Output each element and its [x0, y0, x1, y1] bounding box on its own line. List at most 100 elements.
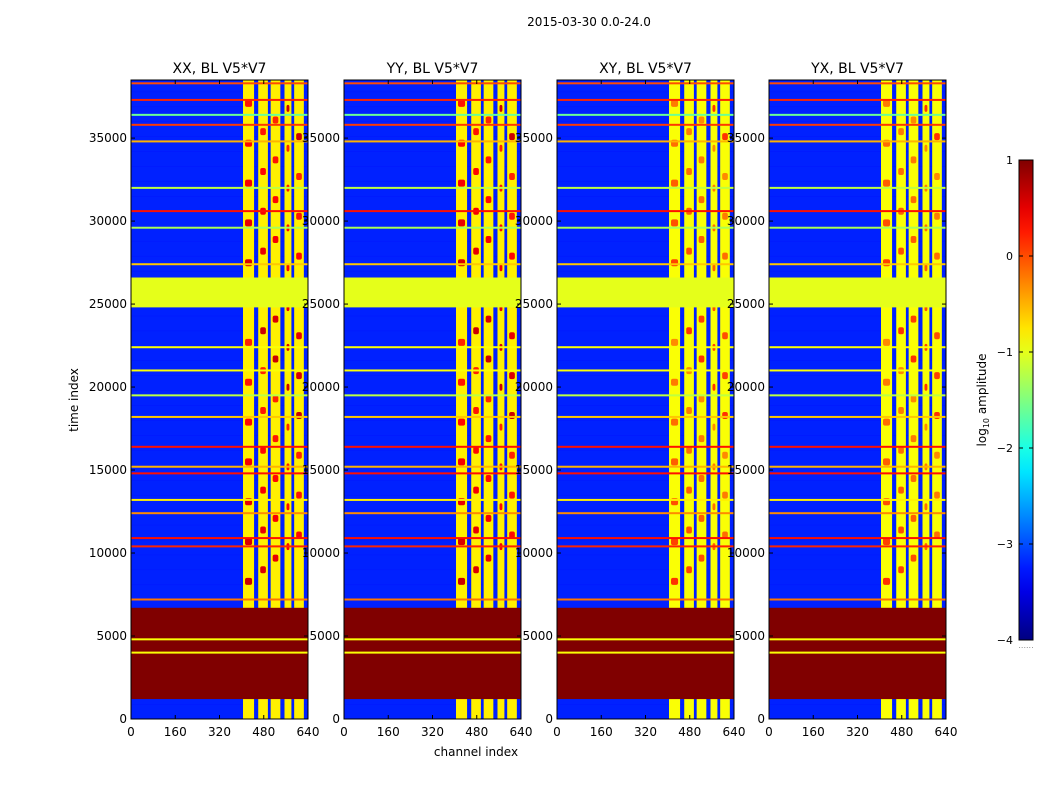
- rfi-line: [131, 598, 308, 601]
- rfi-spot: [698, 514, 705, 522]
- y-tick-label: 15000: [302, 463, 340, 477]
- noise-band: [131, 420, 308, 436]
- y-tick-label: 0: [545, 712, 553, 726]
- rfi-spot: [883, 577, 891, 585]
- noise-band: [131, 450, 308, 466]
- rfi-spot: [910, 395, 917, 403]
- rfi-spot: [698, 554, 705, 562]
- y-tick-label: 5000: [734, 629, 765, 643]
- rfi-spot: [898, 486, 904, 494]
- rfi-spot: [671, 179, 679, 187]
- rfi-line: [557, 210, 734, 213]
- rfi-line: [131, 98, 308, 101]
- rfi-line: [769, 113, 946, 116]
- rfi-spot: [686, 406, 692, 414]
- rfi-spot: [910, 196, 917, 204]
- rfi-line: [769, 369, 946, 372]
- rfi-spot: [485, 435, 492, 443]
- rfi-spot: [272, 435, 279, 443]
- rfi-spot: [671, 418, 679, 426]
- rfi-line: [769, 346, 946, 349]
- noise-band: [344, 390, 521, 406]
- rfi-spot: [272, 355, 279, 363]
- rfi-spot: [910, 236, 917, 244]
- y-tick-label: 0: [119, 712, 127, 726]
- noise-band: [769, 151, 946, 167]
- noise-band: [557, 450, 734, 466]
- noise-band: [131, 494, 308, 511]
- rfi-spot: [934, 531, 940, 539]
- rfi-spot: [722, 252, 728, 260]
- x-tick-label: 0: [765, 725, 773, 739]
- y-tick-label: 25000: [515, 297, 553, 311]
- noise-band: [131, 211, 308, 227]
- rfi-line: [344, 638, 521, 641]
- rfi-line: [131, 226, 308, 229]
- rfi-line: [131, 346, 308, 349]
- rfi-line: [344, 140, 521, 143]
- y-tick-label: 30000: [727, 214, 765, 228]
- rfi-line: [131, 638, 308, 641]
- rfi-spot: [712, 423, 716, 431]
- noise-band: [769, 435, 946, 451]
- x-tick-label: 320: [634, 725, 657, 739]
- noise-band: [131, 554, 308, 571]
- colorbar-label: log10 amplitude: [975, 354, 991, 447]
- rfi-spot: [509, 133, 515, 141]
- x-tick-label: 480: [465, 725, 488, 739]
- rfi-line: [769, 545, 946, 548]
- y-tick-label: 10000: [727, 546, 765, 560]
- noise-band: [557, 569, 734, 586]
- x-axis-label: channel index: [434, 745, 518, 759]
- rfi-spot: [934, 372, 940, 380]
- rfi-spot: [245, 458, 253, 466]
- rfi-spot: [924, 423, 928, 431]
- noise-band: [131, 136, 308, 152]
- rfi-spot: [245, 99, 253, 107]
- rfi-spot: [883, 538, 891, 546]
- rfi-line: [344, 263, 521, 266]
- rfi-line: [557, 263, 734, 266]
- noise-band: [131, 375, 308, 391]
- rfi-spot: [883, 179, 891, 187]
- rfi-line: [769, 186, 946, 189]
- y-axis-label: time index: [67, 368, 81, 432]
- rfi-spot: [473, 406, 479, 414]
- rfi-spot: [245, 418, 253, 426]
- rfi-spot: [296, 252, 302, 260]
- x-tick-label: 640: [297, 725, 320, 739]
- noise-band: [557, 509, 734, 526]
- y-tick-label: 15000: [515, 463, 553, 477]
- rfi-line: [557, 415, 734, 418]
- panel-title: YY, BL V5*V7: [386, 61, 479, 77]
- rfi-spot: [671, 577, 679, 585]
- rfi-line: [344, 472, 521, 475]
- rfi-spot: [286, 503, 290, 511]
- noise-band: [131, 569, 308, 586]
- rfi-spot: [485, 196, 492, 204]
- rfi-spot: [499, 383, 503, 391]
- rfi-line: [131, 369, 308, 372]
- rfi-spot: [686, 128, 692, 136]
- rfi-spot: [712, 383, 716, 391]
- rfi-spot: [671, 99, 679, 107]
- rfi-spot: [458, 538, 466, 546]
- noise-band: [344, 330, 521, 347]
- y-tick-label: 30000: [89, 214, 127, 228]
- channel-band: [710, 80, 718, 719]
- x-tick-label: 480: [252, 725, 275, 739]
- y-tick-label: 0: [757, 712, 765, 726]
- x-tick-label: 320: [421, 725, 444, 739]
- noise-band: [131, 405, 308, 421]
- x-tick-label: 0: [553, 725, 561, 739]
- channel-band: [243, 80, 255, 719]
- rfi-spot: [458, 179, 466, 187]
- rfi-spot: [698, 196, 705, 204]
- rfi-line: [557, 465, 734, 468]
- rfi-line: [557, 98, 734, 101]
- rfi-spot: [473, 167, 479, 175]
- noise-band: [557, 330, 734, 347]
- rfi-spot: [712, 104, 716, 112]
- rfi-spot: [260, 167, 266, 175]
- rfi-line: [131, 445, 308, 448]
